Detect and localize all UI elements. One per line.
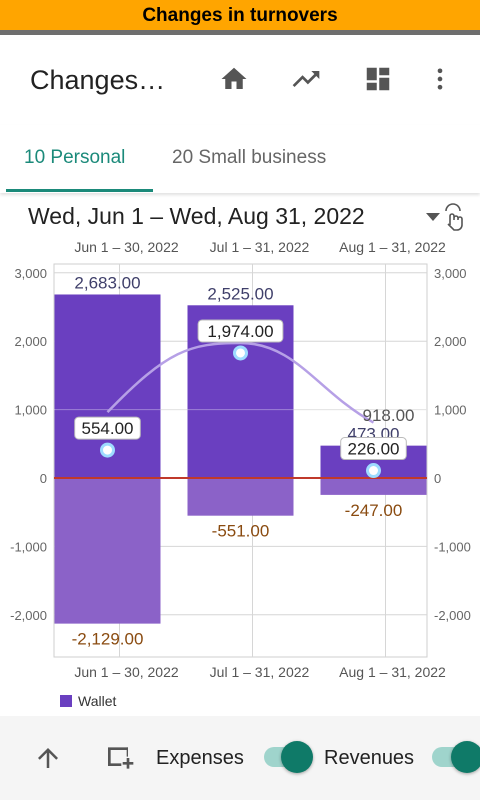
trending-up-icon[interactable] bbox=[286, 61, 326, 97]
x-tick-label-bottom: Jun 1 – 30, 2022 bbox=[74, 664, 179, 680]
x-tick-label-bottom: Aug 1 – 31, 2022 bbox=[339, 664, 446, 680]
balance-point bbox=[233, 345, 248, 361]
banner-divider bbox=[0, 30, 480, 35]
y-tick-label-right: 2,000 bbox=[434, 334, 467, 349]
chevron-down-touch-icon[interactable] bbox=[424, 203, 468, 231]
x-tick-label-top: Aug 1 – 31, 2022 bbox=[339, 239, 446, 255]
balance-point bbox=[100, 442, 115, 458]
expense-label: -551.00 bbox=[212, 522, 270, 541]
y-tick-label-right: -1,000 bbox=[434, 539, 471, 554]
legend-swatch-wallet bbox=[60, 695, 72, 707]
tab-small-business[interactable]: 20 Small business bbox=[172, 147, 327, 168]
legend-label-wallet: Wallet bbox=[78, 693, 117, 709]
dashboard-icon[interactable] bbox=[358, 61, 398, 97]
period-label[interactable]: Wed, Jun 1 – Wed, Aug 31, 2022 bbox=[28, 203, 365, 229]
bottom-toolbar: Expenses Revenues bbox=[0, 716, 480, 800]
banner-title: Changes in turnovers bbox=[0, 0, 480, 30]
page-title: Changes… bbox=[30, 65, 166, 95]
bar-expense bbox=[187, 478, 294, 516]
y-tick-label-left: 0 bbox=[40, 471, 47, 486]
tab-personal[interactable]: 10 Personal bbox=[24, 147, 126, 168]
tab-indicator bbox=[6, 189, 153, 192]
chart-legend: Wallet bbox=[60, 693, 116, 709]
y-tick-label-left: -2,000 bbox=[10, 608, 47, 623]
balance-label-box bbox=[74, 416, 141, 440]
balance-label-box bbox=[340, 437, 407, 461]
y-tick-label-left: 3,000 bbox=[14, 266, 47, 281]
x-tick-label-top: Jul 1 – 31, 2022 bbox=[210, 239, 310, 255]
bar-expense bbox=[320, 478, 427, 495]
y-tick-label-right: 0 bbox=[434, 471, 441, 486]
plot-frame bbox=[53, 263, 428, 658]
add-to-queue-icon[interactable] bbox=[102, 740, 138, 776]
y-tick-label-left: 2,000 bbox=[14, 334, 47, 349]
x-tick-label-bottom: Jul 1 – 31, 2022 bbox=[210, 664, 310, 680]
bar-expense bbox=[54, 478, 161, 624]
expense-label: -247.00 bbox=[345, 501, 403, 520]
home-icon[interactable] bbox=[214, 61, 254, 97]
revenues-toggle[interactable] bbox=[432, 741, 480, 773]
revenue-label: 2,683.00 bbox=[74, 273, 140, 292]
y-tick-label-right: 3,000 bbox=[434, 266, 467, 281]
expenses-toggle-thumb bbox=[281, 741, 313, 773]
balance-label: 226.00 bbox=[348, 440, 400, 459]
balance-label: 554.00 bbox=[82, 419, 134, 438]
y-tick-label-left: 1,000 bbox=[14, 403, 47, 418]
balance-label-box bbox=[197, 319, 284, 343]
balance-point bbox=[366, 463, 381, 479]
arrow-up-icon[interactable] bbox=[30, 740, 66, 776]
revenues-label: Revenues bbox=[324, 747, 415, 769]
y-tick-label-left: -1,000 bbox=[10, 539, 47, 554]
balance-line bbox=[106, 341, 375, 424]
revenue-label: 2,525.00 bbox=[207, 284, 273, 303]
tab-bar: 10 Personal 20 Small business bbox=[0, 125, 480, 193]
annotation-label: 918.00 bbox=[363, 406, 415, 425]
revenues-toggle-thumb bbox=[451, 741, 480, 773]
app-bar: Changes… bbox=[0, 35, 480, 125]
y-tick-label-right: 1,000 bbox=[434, 403, 467, 418]
balance-label: 1,974.00 bbox=[207, 322, 273, 341]
expenses-label: Expenses bbox=[156, 747, 244, 769]
y-tick-label-right: -2,000 bbox=[434, 608, 471, 623]
expense-label: -2,129.00 bbox=[72, 630, 144, 649]
expenses-toggle[interactable] bbox=[264, 741, 313, 773]
more-vert-icon[interactable] bbox=[420, 61, 460, 97]
turnover-chart[interactable]: 3,000 3,000 2,000 2,000 1,000 1,000 0 0 -1,000 -1… bbox=[0, 232, 480, 694]
x-tick-label-top: Jun 1 – 30, 2022 bbox=[74, 239, 179, 255]
